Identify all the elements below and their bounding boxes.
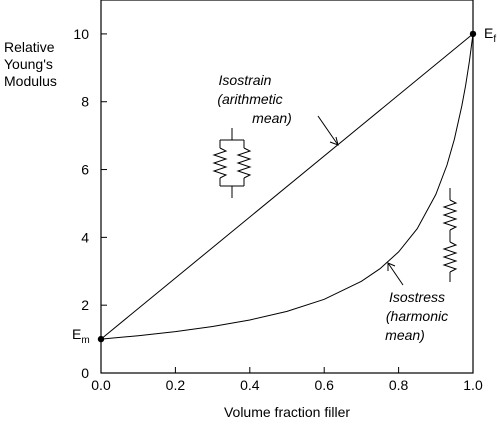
series-group — [97, 30, 477, 343]
isostress-line — [100, 33, 474, 340]
series-springs-icon — [442, 188, 458, 282]
isostrain-line — [100, 33, 474, 340]
isostress-arrow — [387, 262, 404, 286]
endpoint-label-em: Em — [72, 326, 90, 346]
x-tick-label: 0.2 — [166, 377, 186, 393]
ylabel-line-1: Relative — [4, 39, 55, 55]
y-tick-label: 0 — [81, 365, 89, 381]
endpoint-dot-m — [97, 335, 105, 343]
endpoint-dot-f — [469, 30, 477, 38]
plot-frame — [100, 0, 474, 374]
ylabel-line-3: Modulus — [4, 73, 57, 89]
x-tick-label: 0.4 — [240, 377, 260, 393]
isostress-label-line-2: (harmonic — [386, 308, 448, 324]
xlabel: Volume fraction filler — [224, 404, 350, 420]
y-tick-label: 2 — [81, 297, 89, 313]
y-tick-label: 10 — [73, 26, 89, 42]
ylabel-line-2: Young's — [4, 56, 53, 72]
isostress-label-line-1: Isostress — [389, 289, 445, 305]
y-tick-label: 4 — [81, 229, 89, 245]
x-tick-label: 0.0 — [91, 377, 111, 393]
y-tick-label: 6 — [81, 162, 89, 178]
endpoint-label-ef: Ef — [484, 25, 496, 45]
x-tick-label: 0.6 — [314, 377, 334, 393]
parallel-springs-icon — [212, 128, 252, 198]
isostrain-label-line-1: Isostrain — [219, 72, 272, 88]
x-tick-label: 0.8 — [389, 377, 409, 393]
isostrain-label-line-3: mean) — [252, 110, 292, 126]
x-tick-label: 1.0 — [463, 377, 483, 393]
isostrain-arrow — [317, 115, 339, 146]
y-tick-label: 8 — [81, 94, 89, 110]
isostress-label-line-3: mean) — [385, 327, 425, 343]
axis-ticks: 0.0 0.2 0.4 0.6 0.8 1.0 0 2 4 6 8 10 — [73, 26, 483, 393]
isostrain-label-line-2: (arithmetic — [217, 91, 282, 107]
